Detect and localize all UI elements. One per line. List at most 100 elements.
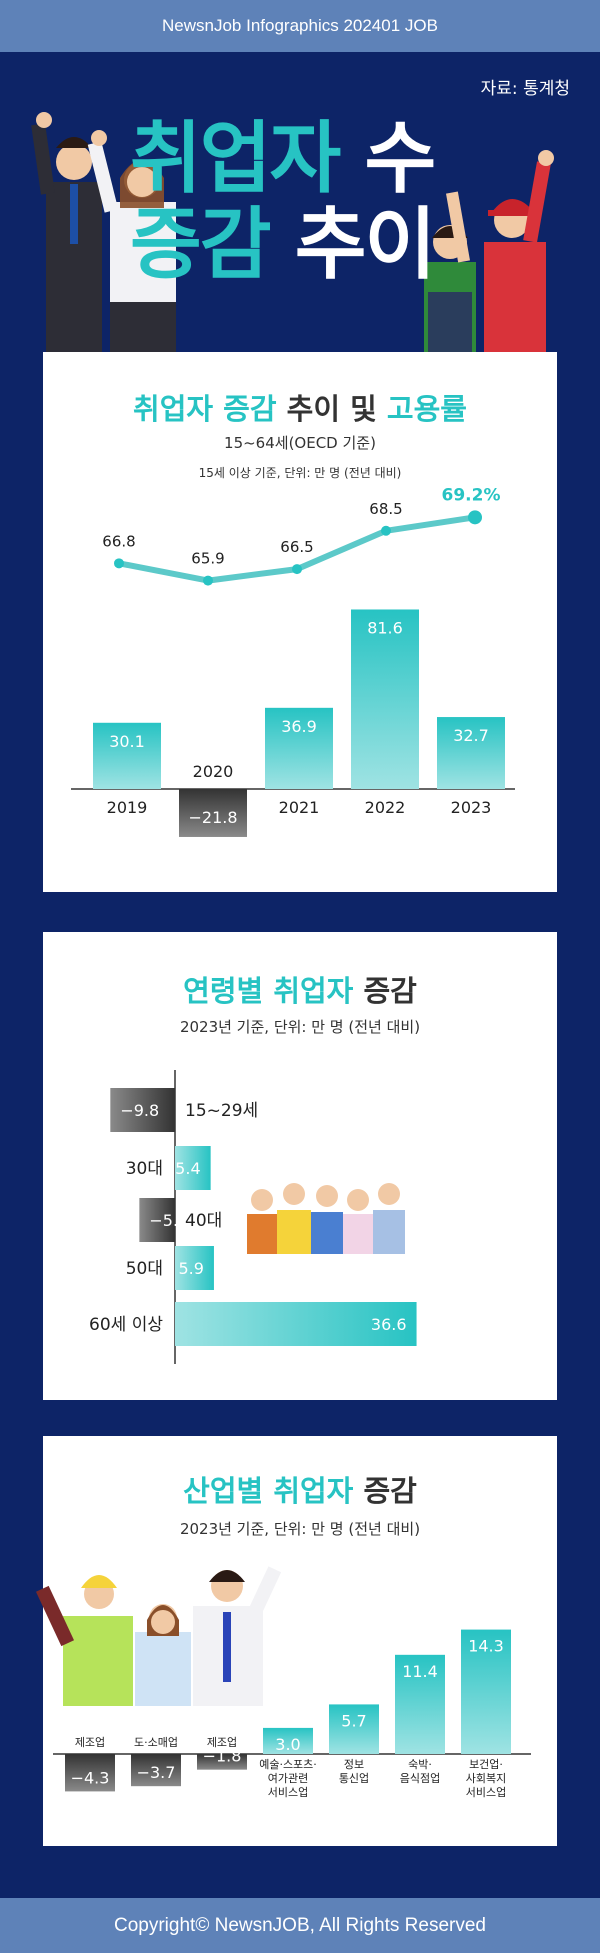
bar bbox=[265, 707, 333, 789]
category-label: 서비스업 bbox=[466, 1786, 506, 1799]
employment-trend-chart: 30.1 2019 −21.8 2020 36.9 2021 81.6 2022 32.7 202… bbox=[71, 485, 515, 837]
category-label: 제조업 bbox=[75, 1736, 105, 1749]
title-part: 증감 bbox=[363, 1474, 417, 1508]
bar bbox=[175, 1146, 211, 1190]
panel1-title: 취업자 증감 추이 및 고용률 bbox=[43, 386, 557, 428]
category-label: 숙박· bbox=[408, 1758, 432, 1771]
footer-bar: Copyright© NewsnJOB, All Rights Reserved bbox=[0, 1898, 600, 1953]
employment-trend-panel: 취업자 증감 추이 및 고용률 15~64세(OECD 기준) 15세 이상 기… bbox=[43, 352, 557, 892]
line-point bbox=[292, 564, 302, 575]
hero-title-part: 추이 bbox=[294, 200, 437, 290]
bar-value-label: 5.4 bbox=[175, 1159, 200, 1178]
bar-value-label: 14.3 bbox=[468, 1637, 504, 1656]
bar bbox=[93, 722, 161, 789]
line-point-label: 66.5 bbox=[280, 538, 313, 556]
line-point bbox=[114, 558, 124, 569]
bar bbox=[329, 1704, 379, 1754]
hero-title-part: 수 bbox=[364, 114, 436, 204]
worker-green-illustration bbox=[424, 191, 476, 352]
hero-title-line2: 증감 추이 bbox=[130, 182, 437, 294]
line-point-label: 65.9 bbox=[191, 550, 224, 568]
category-label: 통신업 bbox=[339, 1772, 369, 1785]
line-point bbox=[468, 510, 482, 525]
hero-banner: 취업자 수 증감 추이 bbox=[0, 52, 600, 352]
panel3-title: 산업별 취업자 증감 bbox=[43, 1468, 557, 1510]
source-label: 자료: 통계청 bbox=[480, 79, 570, 99]
category-label: 정보 bbox=[344, 1758, 364, 1771]
category-label: 40대 bbox=[185, 1211, 222, 1231]
header-bar: NewsnJob Infographics 202401 JOB bbox=[0, 0, 600, 52]
bar-value-label: −21.8 bbox=[188, 808, 237, 827]
bar bbox=[179, 789, 247, 837]
category-label: 음식점업 bbox=[400, 1772, 440, 1785]
bar-value-label: 3.0 bbox=[275, 1735, 300, 1754]
businessman-illustration bbox=[31, 112, 102, 352]
bar-value-label: 5.9 bbox=[178, 1259, 203, 1278]
bar bbox=[461, 1629, 511, 1754]
bar-value-label: 5.7 bbox=[341, 1711, 366, 1730]
industry-panel: 산업별 취업자 증감 2023년 기준, 단위: 만 명 (전년 대비) −4.… bbox=[35, 1436, 557, 1846]
category-label: 제조업 bbox=[207, 1736, 237, 1749]
panel3-note: 2023년 기준, 단위: 만 명 (전년 대비) bbox=[179, 1520, 421, 1538]
line-point bbox=[381, 525, 391, 536]
bar bbox=[131, 1754, 181, 1787]
panel1-subtitle: 15~64세(OECD 기준) bbox=[224, 434, 376, 452]
x-tick-label: 2022 bbox=[365, 798, 406, 817]
medical-staff-illustration bbox=[247, 1183, 405, 1254]
hero-title-part: 증감 bbox=[130, 200, 272, 290]
hero-title-line1: 취업자 수 bbox=[130, 96, 436, 208]
category-label: 도·소매업 bbox=[134, 1736, 178, 1749]
category-label: 사회복지 bbox=[466, 1772, 506, 1785]
bar bbox=[65, 1754, 115, 1792]
panel2-title: 연령별 취업자 증감 bbox=[43, 968, 557, 1010]
bar-value-label: 36.9 bbox=[281, 717, 317, 736]
bar bbox=[197, 1754, 247, 1770]
line-point-label: 66.8 bbox=[102, 532, 135, 550]
bar-value-label: 11.4 bbox=[402, 1662, 438, 1681]
line-point-label: 68.5 bbox=[369, 500, 402, 518]
workers-illustration bbox=[35, 1566, 282, 1706]
title-part: 연령별 bbox=[183, 974, 264, 1008]
bar-value-label: −3.7 bbox=[137, 1763, 176, 1782]
bar-value-label: 32.7 bbox=[453, 726, 489, 745]
x-tick-label: 2021 bbox=[279, 798, 320, 817]
bar bbox=[351, 609, 419, 789]
bar bbox=[263, 1727, 313, 1754]
title-part: 산업별 bbox=[183, 1474, 264, 1508]
panel1-note: 15세 이상 기준, 단위: 만 명 (전년 대비) bbox=[198, 466, 402, 480]
title-part: 추이 및 bbox=[286, 392, 377, 426]
bar-value-label: 30.1 bbox=[109, 732, 145, 751]
bar-value-label: 81.6 bbox=[367, 618, 403, 637]
bar bbox=[395, 1654, 445, 1754]
category-label: 50대 bbox=[126, 1259, 163, 1279]
category-label: 여가관련 bbox=[268, 1772, 308, 1785]
x-tick-label: 2020 bbox=[193, 762, 234, 781]
title-part: 취업자 bbox=[273, 1474, 354, 1508]
bar bbox=[175, 1302, 417, 1346]
bar-value-label: −9.8 bbox=[120, 1101, 159, 1120]
bar-value-label: −4.3 bbox=[71, 1768, 110, 1787]
title-part: 증감 bbox=[363, 974, 417, 1008]
x-tick-label: 2019 bbox=[107, 798, 148, 817]
category-label: 서비스업 bbox=[268, 1786, 308, 1799]
bar-value-label: −1.8 bbox=[203, 1747, 242, 1766]
hero-title-part: 취업자 bbox=[130, 114, 341, 204]
hero-illustration bbox=[31, 112, 554, 352]
line-point bbox=[203, 575, 213, 586]
bar bbox=[175, 1246, 214, 1290]
bar bbox=[437, 717, 505, 789]
category-label: 60세 이상 bbox=[89, 1315, 163, 1335]
businesswoman-illustration bbox=[87, 130, 176, 352]
title-part: 고용률 bbox=[386, 392, 467, 426]
x-tick-label: 2023 bbox=[451, 798, 492, 817]
category-label: 예술·스포츠· bbox=[259, 1758, 317, 1771]
bar bbox=[139, 1198, 175, 1242]
category-label: 15~29세 bbox=[185, 1101, 258, 1121]
bar-value-label: −5.4 bbox=[149, 1211, 188, 1230]
worker-red-illustration bbox=[484, 150, 554, 352]
title-part: 취업자 bbox=[273, 974, 354, 1008]
line-point-label: 69.2% bbox=[442, 485, 501, 505]
bar bbox=[110, 1088, 175, 1132]
